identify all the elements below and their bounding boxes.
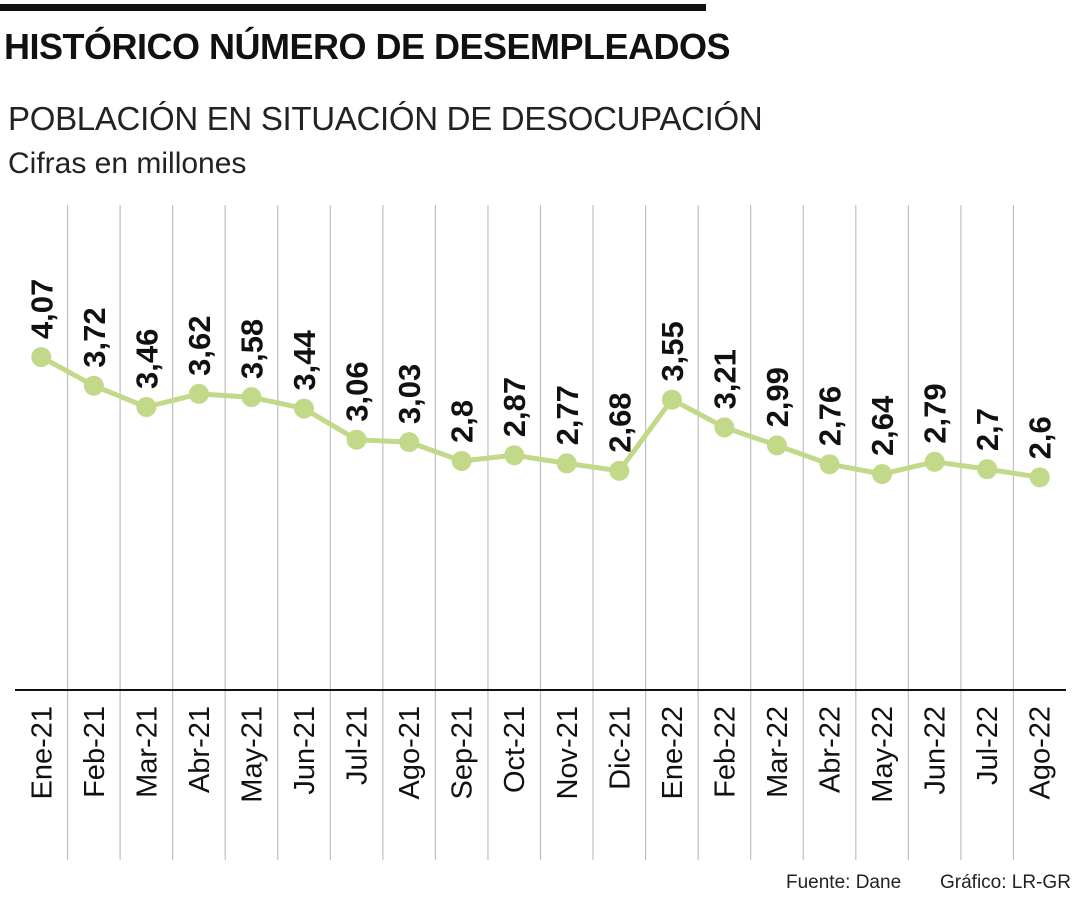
data-label-ago-21: 3,03 bbox=[392, 364, 427, 424]
data-point-mar-21 bbox=[136, 396, 157, 417]
x-tick-label-dic-21: Dic-21 bbox=[604, 706, 636, 790]
data-label-jul-22: 2,7 bbox=[970, 408, 1005, 451]
x-tick-label-ago-22: Ago-22 bbox=[1025, 706, 1057, 800]
grid-lines bbox=[66, 205, 1015, 860]
credit-note: Gráfico: LR-GR bbox=[940, 872, 1071, 893]
x-tick-label-oct-21: Oct-21 bbox=[499, 706, 531, 793]
x-tick-label-ago-21: Ago-21 bbox=[394, 706, 426, 800]
x-tick-label-jul-22: Jul-22 bbox=[972, 706, 1004, 785]
data-point-ene-21 bbox=[31, 347, 52, 368]
data-point-jun-22 bbox=[924, 451, 945, 472]
chart-subtitle: POBLACIÓN EN SITUACIÓN DE DESOCUPACIÓN bbox=[8, 100, 763, 137]
data-label-may-21: 3,58 bbox=[234, 319, 269, 379]
data-label-jun-22: 2,79 bbox=[918, 383, 953, 443]
x-tick-label-may-22: May-22 bbox=[867, 706, 899, 803]
x-tick-label-jun-21: Jun-21 bbox=[289, 706, 321, 795]
data-label-abr-21: 3,62 bbox=[182, 316, 217, 376]
data-point-jul-21 bbox=[346, 429, 367, 450]
data-label-dic-21: 2,68 bbox=[602, 392, 637, 452]
data-point-may-21 bbox=[241, 387, 262, 408]
data-label-mar-21: 3,46 bbox=[129, 329, 164, 389]
x-tick-label-mar-21: Mar-21 bbox=[131, 706, 163, 798]
data-label-nov-21: 2,77 bbox=[550, 385, 585, 445]
units-label: Cifras en millones bbox=[8, 147, 247, 180]
x-tick-label-ene-22: Ene-22 bbox=[657, 706, 689, 800]
x-tick-label-jun-22: Jun-22 bbox=[920, 706, 952, 795]
data-point-dic-21 bbox=[609, 460, 630, 481]
chart-title: HISTÓRICO NÚMERO DE DESEMPLEADOS bbox=[4, 26, 731, 67]
data-point-oct-21 bbox=[504, 445, 525, 466]
data-label-jul-21: 3,06 bbox=[340, 361, 375, 421]
source-note: Fuente: Dane bbox=[786, 872, 902, 893]
data-point-ene-22 bbox=[661, 389, 682, 410]
data-label-sep-21: 2,8 bbox=[445, 400, 480, 443]
top-rule bbox=[0, 4, 706, 11]
data-point-jul-22 bbox=[977, 459, 998, 480]
data-point-may-22 bbox=[872, 464, 893, 485]
data-label-abr-22: 2,76 bbox=[813, 386, 848, 446]
x-tick-label-abr-21: Abr-21 bbox=[184, 706, 216, 793]
data-label-ene-22: 3,55 bbox=[655, 321, 690, 381]
data-point-sep-21 bbox=[451, 450, 472, 471]
data-point-nov-21 bbox=[556, 453, 577, 474]
x-tick-label-feb-21: Feb-21 bbox=[79, 706, 111, 798]
data-point-feb-22 bbox=[714, 417, 735, 438]
x-tick-label-sep-21: Sep-21 bbox=[447, 706, 479, 800]
x-tick-label-mar-22: Mar-22 bbox=[762, 706, 794, 798]
data-label-jun-21: 3,44 bbox=[287, 330, 322, 391]
data-point-ago-21 bbox=[399, 432, 420, 453]
data-labels: 4,07 3,72 3,46 3,62 3,58 3,44 3,06 3,03 2,8 2,87 2… bbox=[24, 279, 1057, 460]
data-point-jun-21 bbox=[294, 398, 315, 419]
data-point-feb-21 bbox=[83, 375, 104, 396]
x-tick-label-may-21: May-21 bbox=[236, 706, 268, 803]
data-label-may-22: 2,64 bbox=[865, 395, 900, 456]
data-point-mar-22 bbox=[766, 435, 787, 456]
data-label-ago-22: 2,6 bbox=[1023, 416, 1058, 459]
data-label-oct-21: 2,87 bbox=[497, 377, 532, 437]
data-point-abr-22 bbox=[819, 454, 840, 475]
x-tick-label-feb-22: Feb-22 bbox=[709, 706, 741, 798]
x-tick-label-ene-21: Ene-21 bbox=[26, 706, 58, 800]
data-label-feb-21: 3,72 bbox=[77, 307, 112, 367]
x-tick-label-nov-21: Nov-21 bbox=[552, 706, 584, 800]
x-tick-label-jul-21: Jul-21 bbox=[342, 706, 374, 785]
x-tick-label-abr-22: Abr-22 bbox=[815, 706, 847, 793]
data-label-ene-21: 4,07 bbox=[24, 279, 59, 339]
data-label-feb-22: 3,21 bbox=[707, 349, 742, 409]
data-point-abr-21 bbox=[188, 383, 209, 404]
data-point-ago-22 bbox=[1029, 467, 1050, 488]
x-tick-labels: Ene-21 Feb-21 Mar-21 Abr-21 May-21 Jun-21 Jul-… bbox=[26, 706, 1056, 803]
data-points bbox=[31, 347, 1050, 488]
data-label-mar-22: 2,99 bbox=[760, 367, 795, 427]
